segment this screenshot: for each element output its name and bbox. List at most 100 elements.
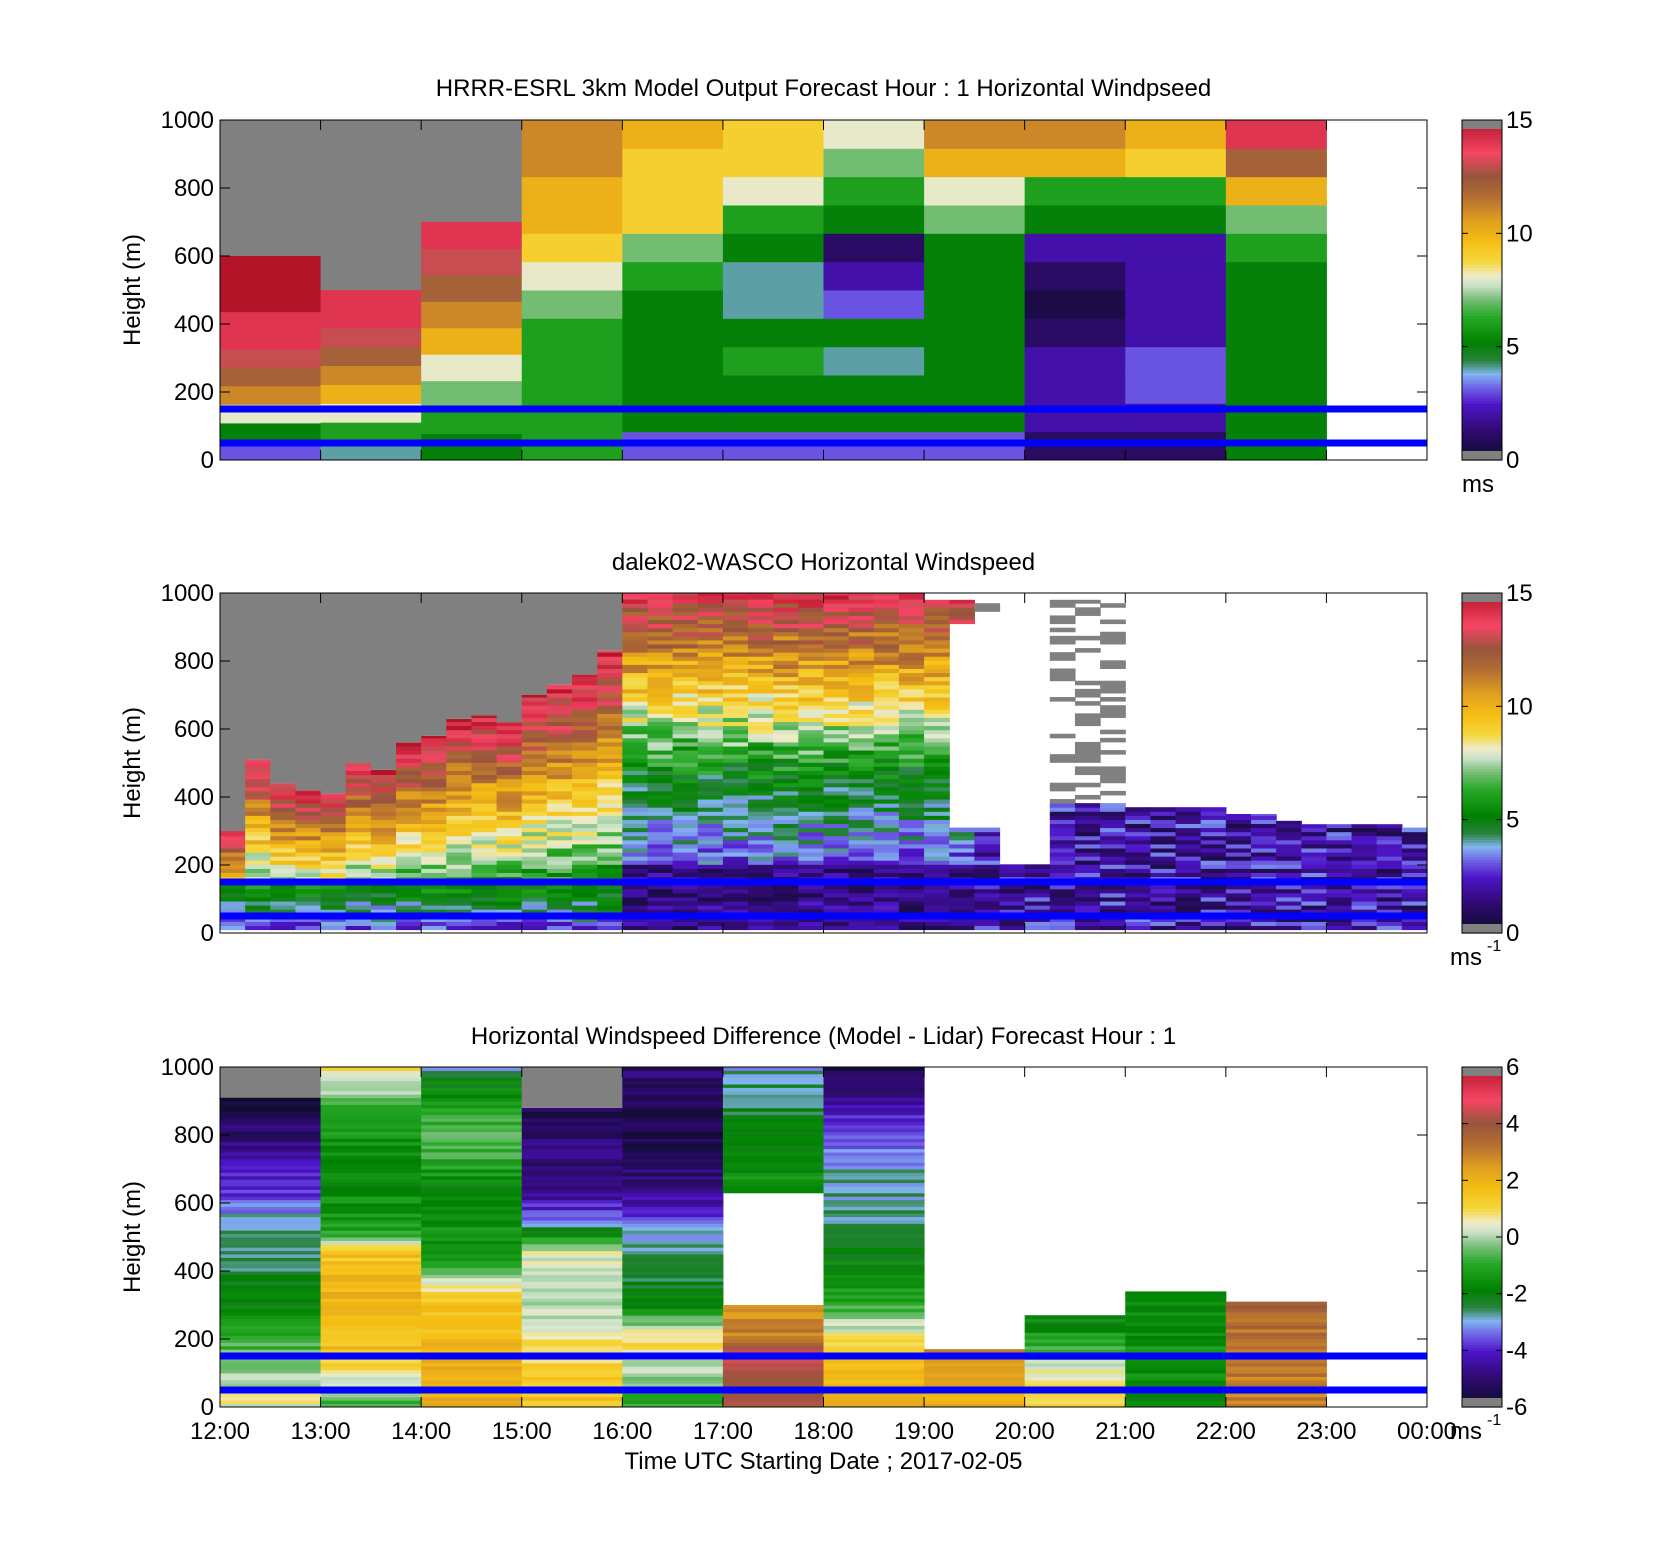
heatmap-cell xyxy=(1100,811,1126,816)
heatmap-cell xyxy=(873,692,900,698)
heatmap-cell xyxy=(245,786,271,792)
heatmap-cell xyxy=(1250,823,1277,829)
heatmap-cell xyxy=(672,607,699,612)
heatmap-cell xyxy=(873,888,900,894)
heatmap-cell xyxy=(1049,697,1076,702)
colorbar-segment xyxy=(1462,816,1502,821)
heatmap-cell xyxy=(748,823,774,829)
heatmap-cell xyxy=(421,766,447,771)
heatmap-cell xyxy=(1049,815,1076,820)
heatmap-cell xyxy=(823,1162,925,1167)
heatmap-cell xyxy=(1049,852,1076,857)
heatmap-cell xyxy=(1225,375,1327,404)
heatmap-cell xyxy=(521,794,548,800)
heatmap-cell xyxy=(597,729,623,735)
heatmap-cell xyxy=(1125,205,1227,234)
colorbar-segment xyxy=(1462,1322,1502,1326)
heatmap-cell xyxy=(647,774,674,780)
heatmap-cell xyxy=(949,892,975,898)
heatmap-cell xyxy=(823,1325,925,1330)
heatmap-cell xyxy=(848,741,875,747)
heatmap-cell xyxy=(370,782,397,788)
heatmap-cell xyxy=(421,839,447,845)
heatmap-cell xyxy=(823,1080,925,1085)
heatmap-cell xyxy=(1049,782,1076,788)
heatmap-cell xyxy=(345,839,372,845)
heatmap-cell xyxy=(270,888,297,894)
heatmap-cell xyxy=(572,799,598,804)
heatmap-cell xyxy=(672,868,699,873)
heatmap-cell xyxy=(823,290,925,319)
heatmap-cell xyxy=(672,688,699,694)
heatmap-cell xyxy=(446,786,473,792)
heatmap-cell xyxy=(848,635,875,641)
heatmap-cell xyxy=(320,1301,422,1306)
heatmap-cell xyxy=(220,909,246,914)
heatmap-cell xyxy=(220,1226,322,1231)
heatmap-cell xyxy=(722,737,749,743)
heatmap-cell xyxy=(370,852,397,857)
heatmap-cell xyxy=(722,1172,824,1177)
heatmap-cell xyxy=(521,856,548,861)
colorbar-segment xyxy=(1462,287,1502,291)
heatmap-cell xyxy=(1250,925,1277,931)
heatmap-cell xyxy=(622,896,649,902)
heatmap-cell xyxy=(798,925,825,931)
heatmap-cell xyxy=(873,648,900,653)
heatmap-cell xyxy=(622,827,649,833)
colorbar-segment xyxy=(1462,1276,1502,1281)
heatmap-cell xyxy=(421,1335,523,1340)
heatmap-cell xyxy=(1049,786,1076,792)
heatmap-cell xyxy=(823,774,850,780)
heatmap-cell xyxy=(1074,635,1101,641)
heatmap-cell xyxy=(521,1216,623,1221)
heatmap-cell xyxy=(220,1342,322,1347)
heatmap-cell xyxy=(949,831,975,837)
heatmap-cell xyxy=(220,1271,322,1275)
colorbar-segment xyxy=(1462,349,1502,353)
heatmap-cell xyxy=(622,725,649,731)
heatmap-cell xyxy=(245,778,271,784)
heatmap-cell xyxy=(974,848,1001,853)
heatmap-cell xyxy=(823,1396,925,1401)
heatmap-cell xyxy=(823,770,850,776)
colorbar-segment xyxy=(1462,329,1502,334)
heatmap-cell xyxy=(798,843,825,849)
heatmap-cell xyxy=(748,839,774,845)
heatmap-cell xyxy=(320,1152,422,1156)
heatmap-cell xyxy=(773,639,799,645)
heatmap-cell xyxy=(572,835,598,841)
colorbar-segment xyxy=(1462,151,1502,155)
colorbar-segment xyxy=(1462,870,1502,875)
heatmap-cell xyxy=(823,1203,925,1207)
heatmap-cell xyxy=(823,652,850,657)
colorbar-segment xyxy=(1462,1115,1502,1119)
heatmap-cell xyxy=(345,901,372,906)
heatmap-cell xyxy=(1074,692,1101,698)
heatmap-cell xyxy=(496,917,523,922)
heatmap-cell xyxy=(572,819,598,825)
heatmap-cell xyxy=(1125,888,1151,894)
heatmap-cell xyxy=(697,725,724,731)
heatmap-cell xyxy=(396,750,422,755)
heatmap-cell xyxy=(672,803,699,808)
heatmap-cell xyxy=(949,896,975,902)
colorbar-segment xyxy=(1462,785,1502,790)
heatmap-cell xyxy=(647,623,674,629)
heatmap-cell xyxy=(220,1165,322,1170)
heatmap-cell xyxy=(421,758,447,763)
y-axis-label: Height (m) xyxy=(119,1181,146,1293)
heatmap-cell xyxy=(873,593,900,596)
colorbar-segment xyxy=(1462,414,1502,419)
heatmap-cell xyxy=(521,917,548,922)
heatmap-cell xyxy=(1150,860,1177,865)
heatmap-cell xyxy=(823,925,850,931)
colorbar-tick-label: 5 xyxy=(1506,334,1519,361)
heatmap-cell xyxy=(421,1203,523,1207)
no-data-cell xyxy=(521,1067,623,1108)
heatmap-cell xyxy=(949,839,975,845)
heatmap-cell xyxy=(647,896,674,902)
heatmap-cell xyxy=(1049,864,1076,869)
heatmap-cell xyxy=(521,848,548,853)
